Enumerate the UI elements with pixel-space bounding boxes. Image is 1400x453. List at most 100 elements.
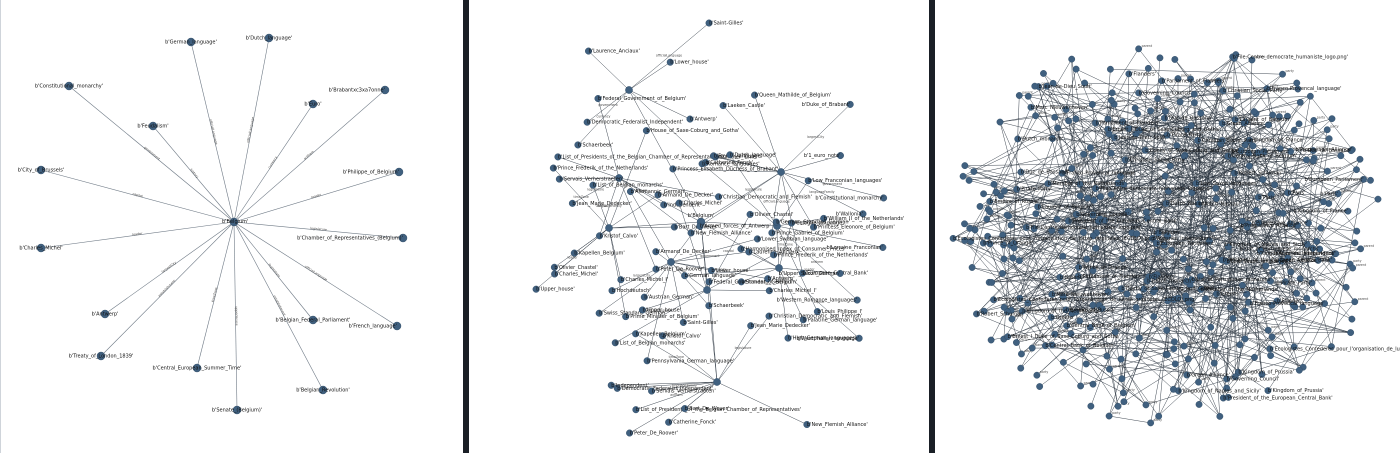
graph-node[interactable] <box>1056 273 1064 281</box>
graph-node[interactable] <box>1293 182 1300 190</box>
graph-node[interactable] <box>1104 288 1112 296</box>
graph-node[interactable] <box>625 86 633 94</box>
graph-node[interactable] <box>1092 119 1099 127</box>
graph-node[interactable] <box>1294 85 1302 93</box>
graph-node[interactable] <box>1017 364 1025 372</box>
graph-node[interactable] <box>1114 402 1122 410</box>
graph-node[interactable] <box>1241 141 1249 149</box>
graph-node[interactable] <box>1048 341 1056 349</box>
graph-node[interactable] <box>747 322 755 330</box>
graph-node[interactable] <box>1328 256 1336 264</box>
graph-node[interactable] <box>1267 191 1275 198</box>
graph-node[interactable] <box>1043 82 1051 90</box>
graph-node[interactable] <box>1241 307 1249 315</box>
graph-node[interactable] <box>1048 290 1056 298</box>
graph-node[interactable] <box>1195 378 1202 386</box>
graph-node[interactable] <box>1360 175 1368 183</box>
graph-node[interactable] <box>855 334 863 342</box>
graph-node[interactable] <box>1107 149 1115 157</box>
graph-node[interactable] <box>803 420 811 428</box>
graph-node[interactable] <box>659 332 667 340</box>
graph-node[interactable] <box>1015 92 1023 99</box>
graph-node[interactable] <box>1123 290 1131 298</box>
graph-node[interactable] <box>1047 313 1055 321</box>
graph-node[interactable] <box>1106 365 1113 373</box>
graph-node[interactable] <box>1076 317 1084 325</box>
graph-node[interactable] <box>1119 389 1127 397</box>
graph-node[interactable] <box>1243 223 1251 231</box>
graph-node[interactable] <box>1269 111 1276 119</box>
graph-node[interactable] <box>1028 344 1036 352</box>
graph-node[interactable] <box>1284 254 1292 262</box>
graph-node[interactable] <box>380 85 390 95</box>
graph-node[interactable] <box>753 235 761 243</box>
graph-node[interactable] <box>583 118 591 126</box>
graph-node[interactable] <box>1076 192 1084 200</box>
graph-node[interactable] <box>589 181 597 189</box>
graph-node[interactable] <box>1293 289 1301 297</box>
graph-node[interactable] <box>1124 208 1132 216</box>
graph-node[interactable] <box>1211 342 1219 349</box>
graph-node[interactable] <box>1018 350 1025 358</box>
graph-node[interactable] <box>1168 246 1176 254</box>
graph-node[interactable] <box>1275 113 1283 120</box>
graph-node[interactable] <box>961 237 969 244</box>
graph-node[interactable] <box>1351 239 1359 247</box>
graph-node[interactable] <box>1163 131 1171 139</box>
graph-node[interactable] <box>1170 385 1177 393</box>
graph-node[interactable] <box>1187 75 1194 83</box>
graph-node[interactable] <box>1017 168 1025 176</box>
graph-node[interactable] <box>988 279 996 286</box>
graph-node[interactable] <box>1209 225 1217 232</box>
graph-node[interactable] <box>1077 382 1085 390</box>
graph-node[interactable] <box>1153 271 1161 279</box>
graph-node[interactable] <box>148 121 158 131</box>
graph-node[interactable] <box>853 296 861 304</box>
graph-node[interactable] <box>746 210 754 218</box>
graph-node[interactable] <box>1279 70 1286 78</box>
graph-node[interactable] <box>632 330 640 338</box>
graph-node[interactable] <box>555 175 563 183</box>
graph-node[interactable] <box>1182 292 1189 300</box>
graph-node[interactable] <box>1032 210 1040 218</box>
graph-node[interactable] <box>1135 127 1143 134</box>
graph-node[interactable] <box>632 406 640 414</box>
graph-node[interactable] <box>1197 286 1205 293</box>
graph-node[interactable] <box>1264 387 1272 394</box>
graph-node[interactable] <box>1166 162 1174 170</box>
graph-node[interactable] <box>1135 334 1143 342</box>
graph-node[interactable] <box>1324 167 1331 175</box>
graph-node[interactable] <box>813 308 821 316</box>
graph-node[interactable] <box>1349 264 1357 272</box>
graph-node[interactable] <box>1264 326 1272 334</box>
graph-node[interactable] <box>679 318 687 326</box>
graph-node[interactable] <box>1183 125 1191 133</box>
graph-node[interactable] <box>765 312 773 320</box>
graph-node[interactable] <box>1086 324 1094 331</box>
graph-node[interactable] <box>1160 241 1168 249</box>
graph-node[interactable] <box>1286 220 1294 228</box>
graph-node[interactable] <box>1353 227 1361 235</box>
graph-node[interactable] <box>1192 180 1200 187</box>
graph-node[interactable] <box>192 363 202 373</box>
graph-node[interactable] <box>392 321 402 331</box>
graph-node[interactable] <box>737 245 745 253</box>
graph-node[interactable] <box>1262 262 1270 270</box>
graph-node[interactable] <box>1295 120 1303 128</box>
graph-node[interactable] <box>594 95 602 103</box>
graph-node[interactable] <box>1013 185 1021 193</box>
graph-node[interactable] <box>648 387 656 395</box>
graph-node[interactable] <box>1170 296 1178 303</box>
graph-node[interactable] <box>1072 65 1080 73</box>
graph-node[interactable] <box>1287 268 1295 276</box>
graph-node[interactable] <box>666 58 674 66</box>
graph-node[interactable] <box>1299 303 1307 311</box>
graph-node[interactable] <box>1142 208 1150 216</box>
graph-node[interactable] <box>1243 290 1251 298</box>
graph-node[interactable] <box>1089 211 1097 219</box>
graph-node[interactable] <box>686 115 694 123</box>
graph-node[interactable] <box>836 152 844 160</box>
graph-node[interactable] <box>1062 306 1070 314</box>
graph-node[interactable] <box>979 239 987 247</box>
graph-node[interactable] <box>1163 351 1171 359</box>
